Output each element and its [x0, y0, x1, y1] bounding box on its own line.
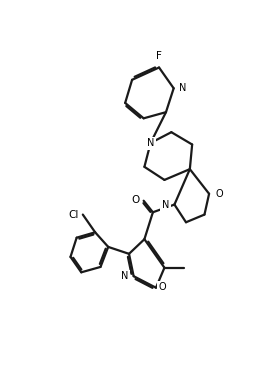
Text: N: N	[147, 138, 154, 148]
Text: O: O	[158, 282, 166, 292]
Text: O: O	[215, 189, 223, 199]
Text: Cl: Cl	[69, 209, 79, 219]
Text: N: N	[162, 199, 169, 209]
Text: O: O	[132, 195, 140, 205]
Text: N: N	[121, 271, 128, 281]
Text: F: F	[156, 51, 162, 61]
Text: N: N	[179, 83, 186, 93]
